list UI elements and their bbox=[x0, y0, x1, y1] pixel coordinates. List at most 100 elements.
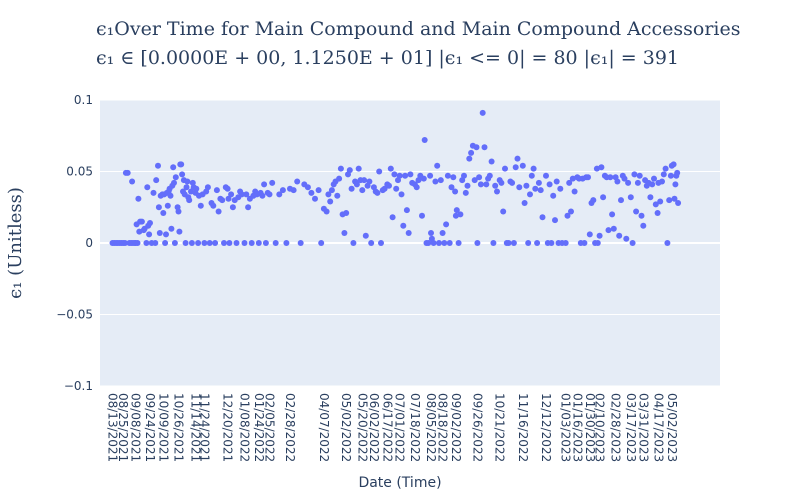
data-point bbox=[328, 187, 335, 194]
data-point bbox=[389, 214, 396, 221]
data-point bbox=[164, 202, 171, 209]
x-tick-label: 11/16/2022 bbox=[516, 393, 530, 462]
data-point bbox=[434, 162, 441, 169]
data-point bbox=[182, 240, 189, 246]
data-point bbox=[391, 171, 398, 178]
x-tick-label: 10/21/2022 bbox=[493, 393, 507, 462]
data-point bbox=[453, 207, 460, 214]
data-point bbox=[492, 182, 499, 189]
data-point bbox=[323, 208, 330, 215]
data-point bbox=[539, 214, 546, 221]
data-point bbox=[337, 165, 344, 172]
data-point bbox=[213, 187, 220, 194]
y-tick-label: 0.1 bbox=[74, 93, 93, 107]
data-point bbox=[276, 191, 283, 198]
data-point bbox=[315, 187, 322, 194]
data-point bbox=[259, 192, 266, 199]
data-point bbox=[168, 225, 175, 232]
data-point bbox=[144, 184, 151, 191]
data-point bbox=[283, 240, 290, 246]
data-point bbox=[308, 189, 315, 196]
data-point bbox=[446, 240, 453, 246]
x-tick-label: 01/24/2022 bbox=[252, 393, 266, 462]
data-point bbox=[468, 149, 475, 156]
data-point bbox=[534, 240, 541, 246]
x-tick-label: 01/03/2023 bbox=[559, 393, 573, 462]
data-point bbox=[571, 188, 578, 195]
data-point bbox=[279, 187, 286, 194]
data-point bbox=[516, 184, 523, 191]
y-tick-label: 0 bbox=[85, 236, 93, 250]
data-point bbox=[618, 197, 624, 204]
data-point bbox=[210, 202, 217, 209]
data-point bbox=[155, 204, 162, 211]
data-point bbox=[188, 240, 195, 246]
data-point bbox=[255, 240, 262, 246]
data-point bbox=[473, 144, 480, 151]
data-point bbox=[670, 161, 677, 168]
data-point bbox=[387, 165, 394, 172]
data-point bbox=[266, 191, 273, 198]
data-point bbox=[593, 165, 600, 172]
x-tick-label: 03/17/2023 bbox=[624, 393, 638, 462]
data-point bbox=[481, 144, 488, 151]
data-point bbox=[155, 162, 161, 169]
x-tick-label: 04/07/2022 bbox=[317, 393, 331, 462]
x-tick-label: 05/20/2022 bbox=[355, 393, 369, 462]
data-point bbox=[488, 158, 495, 165]
x-tick-label: 01/16/2023 bbox=[570, 393, 584, 462]
data-point bbox=[444, 172, 451, 179]
data-point bbox=[610, 225, 617, 232]
data-point bbox=[129, 178, 136, 185]
data-point bbox=[193, 185, 200, 192]
data-point bbox=[569, 175, 576, 182]
data-point bbox=[634, 179, 641, 186]
data-point bbox=[243, 191, 250, 198]
data-point bbox=[425, 240, 432, 246]
data-point bbox=[552, 217, 558, 224]
data-point bbox=[627, 194, 634, 201]
data-point bbox=[427, 172, 434, 179]
data-point bbox=[439, 230, 446, 236]
chart-title-line-2: ϵ₁ ∈ [0.0000E + 00, 1.1250E + 01] |ϵ₁ <=… bbox=[96, 47, 680, 69]
data-point bbox=[521, 200, 528, 206]
data-point bbox=[443, 221, 450, 228]
data-point bbox=[162, 240, 169, 246]
data-point bbox=[376, 168, 383, 175]
x-tick-label: 08/18/2022 bbox=[436, 393, 450, 462]
data-point bbox=[621, 175, 628, 182]
x-tick-label: 02/05/2022 bbox=[262, 393, 276, 462]
data-point bbox=[455, 240, 462, 246]
data-point bbox=[462, 189, 469, 196]
data-point bbox=[350, 240, 357, 246]
data-point bbox=[486, 172, 493, 179]
data-point bbox=[474, 240, 481, 246]
data-point bbox=[241, 240, 248, 246]
x-tick-label: 10/26/2021 bbox=[172, 393, 186, 462]
data-point bbox=[490, 240, 497, 246]
data-point bbox=[631, 171, 638, 178]
data-point bbox=[657, 198, 664, 205]
data-point bbox=[156, 230, 163, 236]
data-point bbox=[122, 240, 128, 246]
data-point bbox=[135, 195, 142, 202]
data-point bbox=[197, 202, 204, 209]
x-tick-label: 09/24/2021 bbox=[143, 393, 157, 462]
data-point bbox=[233, 240, 240, 246]
data-point bbox=[172, 174, 179, 181]
data-point bbox=[212, 240, 219, 246]
data-point bbox=[672, 181, 679, 188]
data-point bbox=[607, 174, 614, 181]
data-point bbox=[206, 240, 213, 246]
data-point bbox=[325, 191, 332, 198]
data-point bbox=[221, 240, 227, 246]
data-point bbox=[654, 210, 661, 216]
data-point bbox=[419, 212, 425, 219]
data-point bbox=[543, 172, 549, 179]
data-point bbox=[594, 240, 601, 246]
data-point bbox=[215, 208, 222, 215]
data-point bbox=[537, 187, 544, 194]
data-point bbox=[304, 184, 311, 191]
data-point bbox=[666, 197, 673, 204]
